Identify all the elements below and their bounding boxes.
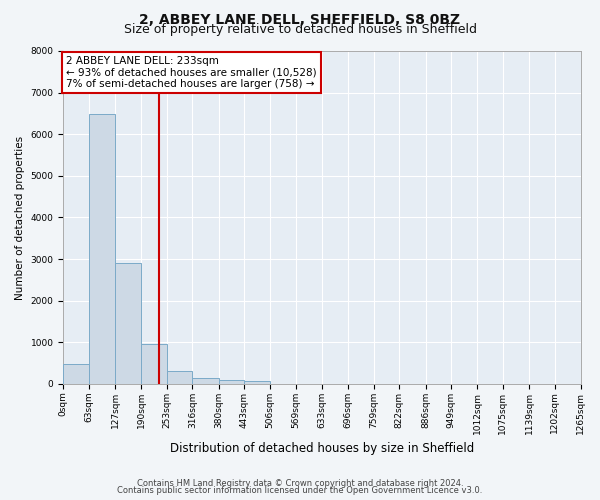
Y-axis label: Number of detached properties: Number of detached properties xyxy=(15,136,25,300)
Text: Size of property relative to detached houses in Sheffield: Size of property relative to detached ho… xyxy=(124,22,476,36)
Text: Contains public sector information licensed under the Open Government Licence v3: Contains public sector information licen… xyxy=(118,486,482,495)
Bar xyxy=(244,382,270,384)
Bar xyxy=(193,378,218,384)
Bar xyxy=(115,263,141,384)
Bar xyxy=(89,114,115,384)
Bar xyxy=(218,380,244,384)
Text: 2, ABBEY LANE DELL, SHEFFIELD, S8 0BZ: 2, ABBEY LANE DELL, SHEFFIELD, S8 0BZ xyxy=(139,12,461,26)
Text: Contains HM Land Registry data © Crown copyright and database right 2024.: Contains HM Land Registry data © Crown c… xyxy=(137,478,463,488)
Bar xyxy=(63,364,89,384)
Text: 2 ABBEY LANE DELL: 233sqm
← 93% of detached houses are smaller (10,528)
7% of se: 2 ABBEY LANE DELL: 233sqm ← 93% of detac… xyxy=(66,56,316,89)
Bar xyxy=(167,370,193,384)
Bar xyxy=(141,344,167,384)
X-axis label: Distribution of detached houses by size in Sheffield: Distribution of detached houses by size … xyxy=(170,442,474,455)
